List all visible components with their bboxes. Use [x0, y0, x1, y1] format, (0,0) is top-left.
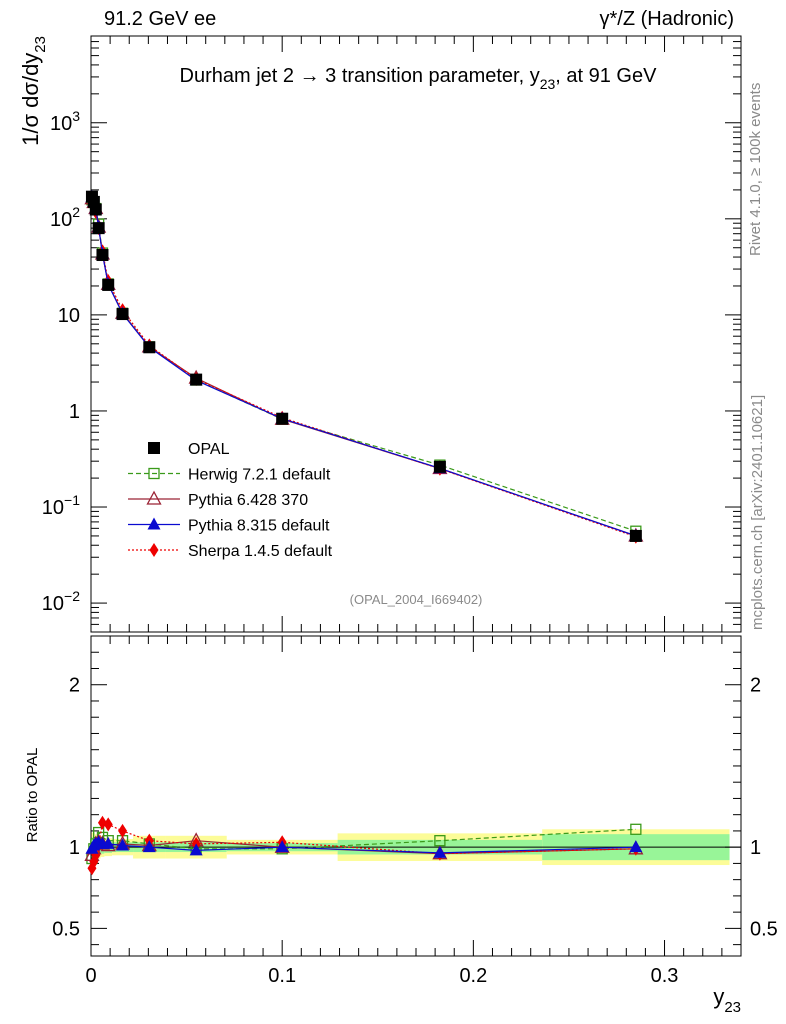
legend-marker-data: [148, 442, 160, 454]
ratio-y-tick-label: 1: [69, 837, 80, 859]
analysis-id-label: (OPAL_2004_I669402): [350, 592, 483, 607]
main-point-data: [96, 249, 109, 262]
legend-label-pythia6: Pythia 6.428 370: [188, 492, 308, 509]
plot-title: Durham jet 2 → 3 transition parameter, y…: [180, 65, 658, 92]
main-y-tick-label: 102: [50, 204, 80, 231]
ratio-y-tick-label-right: 0.5: [750, 918, 778, 940]
x-tick-label: 0: [85, 965, 96, 987]
ratio-y-tick-label-right: 1: [750, 837, 761, 859]
main-line-sherpa: [91, 202, 637, 538]
x-ticks: [90, 36, 742, 956]
ratio-line-herwig: [91, 828, 636, 859]
legend-marker-pythia6: [146, 490, 162, 505]
ratio-point-pythia8: [142, 840, 156, 853]
ratio-y-tick-label: 2: [69, 675, 80, 697]
main-series-pythia6: [84, 190, 644, 542]
main-series-data: [85, 190, 642, 542]
legend-marker-pythia8: [147, 517, 161, 530]
main-point-data: [276, 412, 289, 425]
ratio-point-herwig: [630, 823, 642, 835]
x-tick-label: 0.1: [268, 965, 296, 987]
ratio-point-pythia8: [433, 845, 447, 858]
main-y-tick-label: 103: [50, 108, 80, 135]
legend: OPAL Herwig 7.2.1 default Pythia 6.428 370…: [128, 441, 333, 560]
legend-label-sherpa: Sherpa 1.4.5 default: [188, 543, 333, 560]
x-axis-label: y23: [713, 984, 741, 1016]
ratio-y-tick-label: 0.5: [52, 918, 80, 940]
header-right: γ*/Z (Hadronic): [599, 8, 734, 30]
main-y-tick-label: 10−1: [42, 492, 80, 519]
main-line-pythia6: [91, 198, 637, 537]
ratio-point-sherpa: [97, 815, 107, 830]
ratio-point-pythia8: [275, 840, 289, 853]
ratio-y-tick-label-right: 2: [750, 675, 761, 697]
main-line-herwig: [91, 199, 637, 532]
main-y-axis-label: 1/σ dσ/dy23: [18, 36, 49, 146]
ratio-point-sherpa: [118, 823, 128, 838]
legend-label-pythia8: Pythia 8.315 default: [188, 518, 330, 535]
main-point-data: [92, 222, 105, 235]
main-series-pythia8: [85, 190, 643, 541]
ratio-y-ticks: [91, 651, 741, 946]
main-series-herwig: [86, 194, 642, 537]
main-y-tick-label: 1: [69, 401, 80, 423]
ratio-series-pythia8: [85, 835, 643, 858]
ratio-point-pythia8: [189, 843, 203, 856]
main-y-tick-label: 10: [58, 305, 80, 327]
legend-marker-sherpa: [149, 543, 159, 557]
legend-marker-herwig: [148, 467, 160, 480]
main-y-tick-label: 10−2: [42, 588, 80, 615]
legend-label-data: OPAL: [188, 441, 230, 458]
main-point-data: [629, 529, 642, 542]
main-point-data: [190, 373, 203, 386]
main-line-pythia8: [91, 196, 637, 537]
main-point-data: [89, 203, 102, 216]
main-y-ticks: [91, 35, 741, 633]
main-point-data: [116, 308, 129, 321]
ratio-point-pythia8: [629, 840, 643, 853]
ratio-point-pythia8: [101, 836, 115, 849]
ratio-point-pythia8: [116, 838, 130, 851]
x-tick-label: 0.2: [459, 965, 487, 987]
x-tick-label: 0.3: [651, 965, 679, 987]
main-series-sherpa: [87, 196, 641, 544]
ratio-y-axis-label: Ratio to OPAL: [24, 748, 41, 843]
ratio-plot-frame: [90, 635, 742, 957]
main-point-data: [102, 278, 115, 291]
ratio-point-sherpa: [103, 817, 113, 832]
main-point-data: [433, 460, 446, 473]
legend-label-herwig: Herwig 7.2.1 default: [188, 467, 331, 484]
main-point-data: [143, 341, 156, 354]
header-left: 91.2 GeV ee: [104, 8, 217, 30]
